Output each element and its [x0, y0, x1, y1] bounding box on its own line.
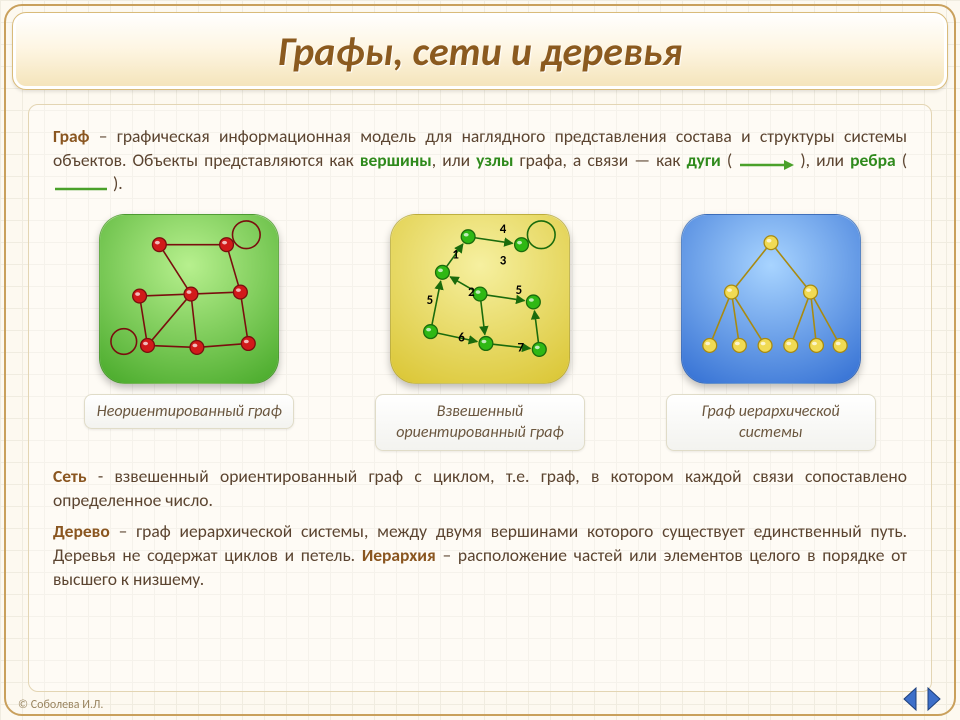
- kw-edges: ребра: [850, 149, 896, 171]
- kw-arcs: дуги: [687, 149, 721, 171]
- tile-undirected-graph: [99, 214, 279, 384]
- sample-arrow-icon: [738, 154, 794, 166]
- definitions: Сеть - взвешенный ориентированный граф с…: [53, 465, 907, 591]
- svg-text:3: 3: [500, 253, 507, 268]
- caption-tree: Граф иерархической системы: [666, 394, 876, 451]
- term-hierarchy: Иерархия: [362, 544, 436, 566]
- svg-text:7: 7: [518, 340, 525, 355]
- def-tree: Дерево – граф иерархической системы, меж…: [53, 520, 907, 591]
- tile-hierarchical-graph: [681, 214, 861, 384]
- svg-text:1: 1: [452, 247, 459, 262]
- tile-weighted-digraph: 4 1 3 2 5 5 6 7: [390, 214, 570, 384]
- cards-row: Неориентированный граф 4 1 3 2 5 5 6 7 Взвешенн…: [59, 214, 901, 451]
- term-network: Сеть: [53, 465, 87, 487]
- nav-arrows-icon[interactable]: [902, 686, 942, 712]
- svg-text:5: 5: [427, 293, 434, 308]
- kw-nodes: узлы: [476, 149, 513, 171]
- title-bar: Графы, сети и деревья: [12, 12, 948, 90]
- intro-paragraph: Граф – графическая информационная модель…: [53, 125, 907, 196]
- term-graph: Граф: [53, 125, 89, 147]
- content-panel: Граф – графическая информационная модель…: [28, 104, 932, 692]
- card-tree: Граф иерархической системы: [640, 214, 901, 451]
- kw-vertices: вершины: [360, 149, 432, 171]
- copyright: © Соболева И.Л.: [18, 698, 103, 712]
- card-undirected: Неориентированный граф: [59, 214, 320, 451]
- svg-text:4: 4: [500, 222, 507, 237]
- svg-text:5: 5: [516, 283, 523, 298]
- svg-text:6: 6: [458, 330, 465, 345]
- term-tree: Дерево: [53, 520, 110, 542]
- page-title: Графы, сети и деревья: [278, 27, 683, 76]
- card-weighted: 4 1 3 2 5 5 6 7 Взвешенный ориентированный граф: [350, 214, 611, 451]
- sample-edge-icon: [53, 178, 109, 190]
- svg-text:2: 2: [468, 285, 475, 300]
- def-network: Сеть - взвешенный ориентированный граф с…: [53, 465, 907, 512]
- caption-undirected: Неориентированный граф: [84, 394, 294, 430]
- caption-weighted: Взвешенный ориентированный граф: [375, 394, 585, 451]
